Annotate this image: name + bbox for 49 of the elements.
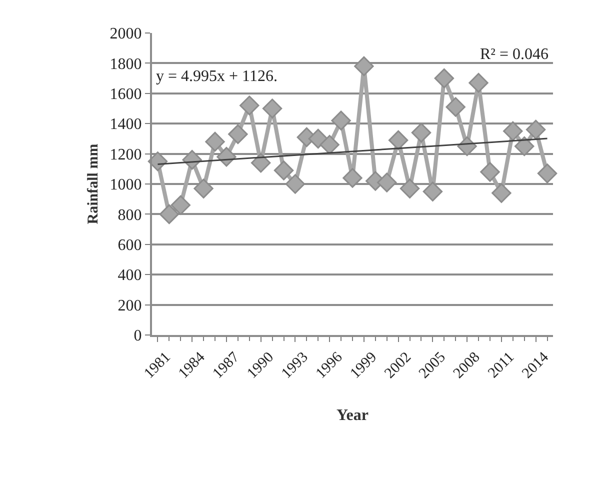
point (468, 72, 488, 93)
point (422, 182, 443, 202)
point (377, 172, 397, 192)
point (240, 96, 260, 116)
point (262, 98, 282, 118)
point (400, 178, 420, 198)
point (492, 183, 512, 203)
point (480, 162, 500, 182)
point (354, 56, 374, 76)
point (205, 132, 225, 152)
point (228, 124, 248, 144)
point (503, 121, 523, 141)
x-tick-label: 1993 (278, 349, 312, 382)
y-tick-label: 1800 (110, 56, 142, 73)
y-tick-label: 2000 (110, 26, 142, 43)
point (148, 152, 168, 172)
point (274, 160, 294, 180)
y-tick-label: 600 (118, 237, 142, 254)
point (537, 164, 558, 184)
y-tick-label: 0 (134, 328, 142, 345)
y-tick-label: 400 (118, 267, 142, 284)
point (285, 174, 306, 194)
y-tick-label: 1400 (110, 116, 142, 134)
x-tick-label: 1990 (244, 349, 277, 382)
y-tick-label: 1200 (110, 146, 142, 164)
point (388, 130, 408, 150)
x-tick-label: 1981 (141, 349, 174, 382)
x-tick-label: 1999 (348, 349, 380, 382)
point (170, 195, 190, 215)
point (446, 97, 466, 117)
point (411, 122, 432, 143)
annotation: y = 4.995x + 1126. (156, 68, 278, 85)
point (526, 120, 546, 140)
y-tick-label: 1600 (110, 86, 142, 103)
y-tick-label: 1000 (110, 176, 142, 194)
point (250, 153, 271, 173)
point (159, 204, 180, 224)
y-tick-label: 200 (118, 297, 142, 314)
x-tick-label: 2011 (485, 349, 518, 382)
point (514, 136, 534, 156)
x-axis-title: Year (336, 407, 368, 424)
point (331, 110, 351, 130)
annotation: R² = 0.046 (480, 46, 548, 63)
point (308, 128, 328, 149)
point (342, 168, 362, 188)
y-tick-label: 800 (118, 206, 142, 224)
point (194, 178, 214, 198)
point (434, 68, 454, 88)
y-axis-title: Rainfall mm (86, 143, 102, 224)
